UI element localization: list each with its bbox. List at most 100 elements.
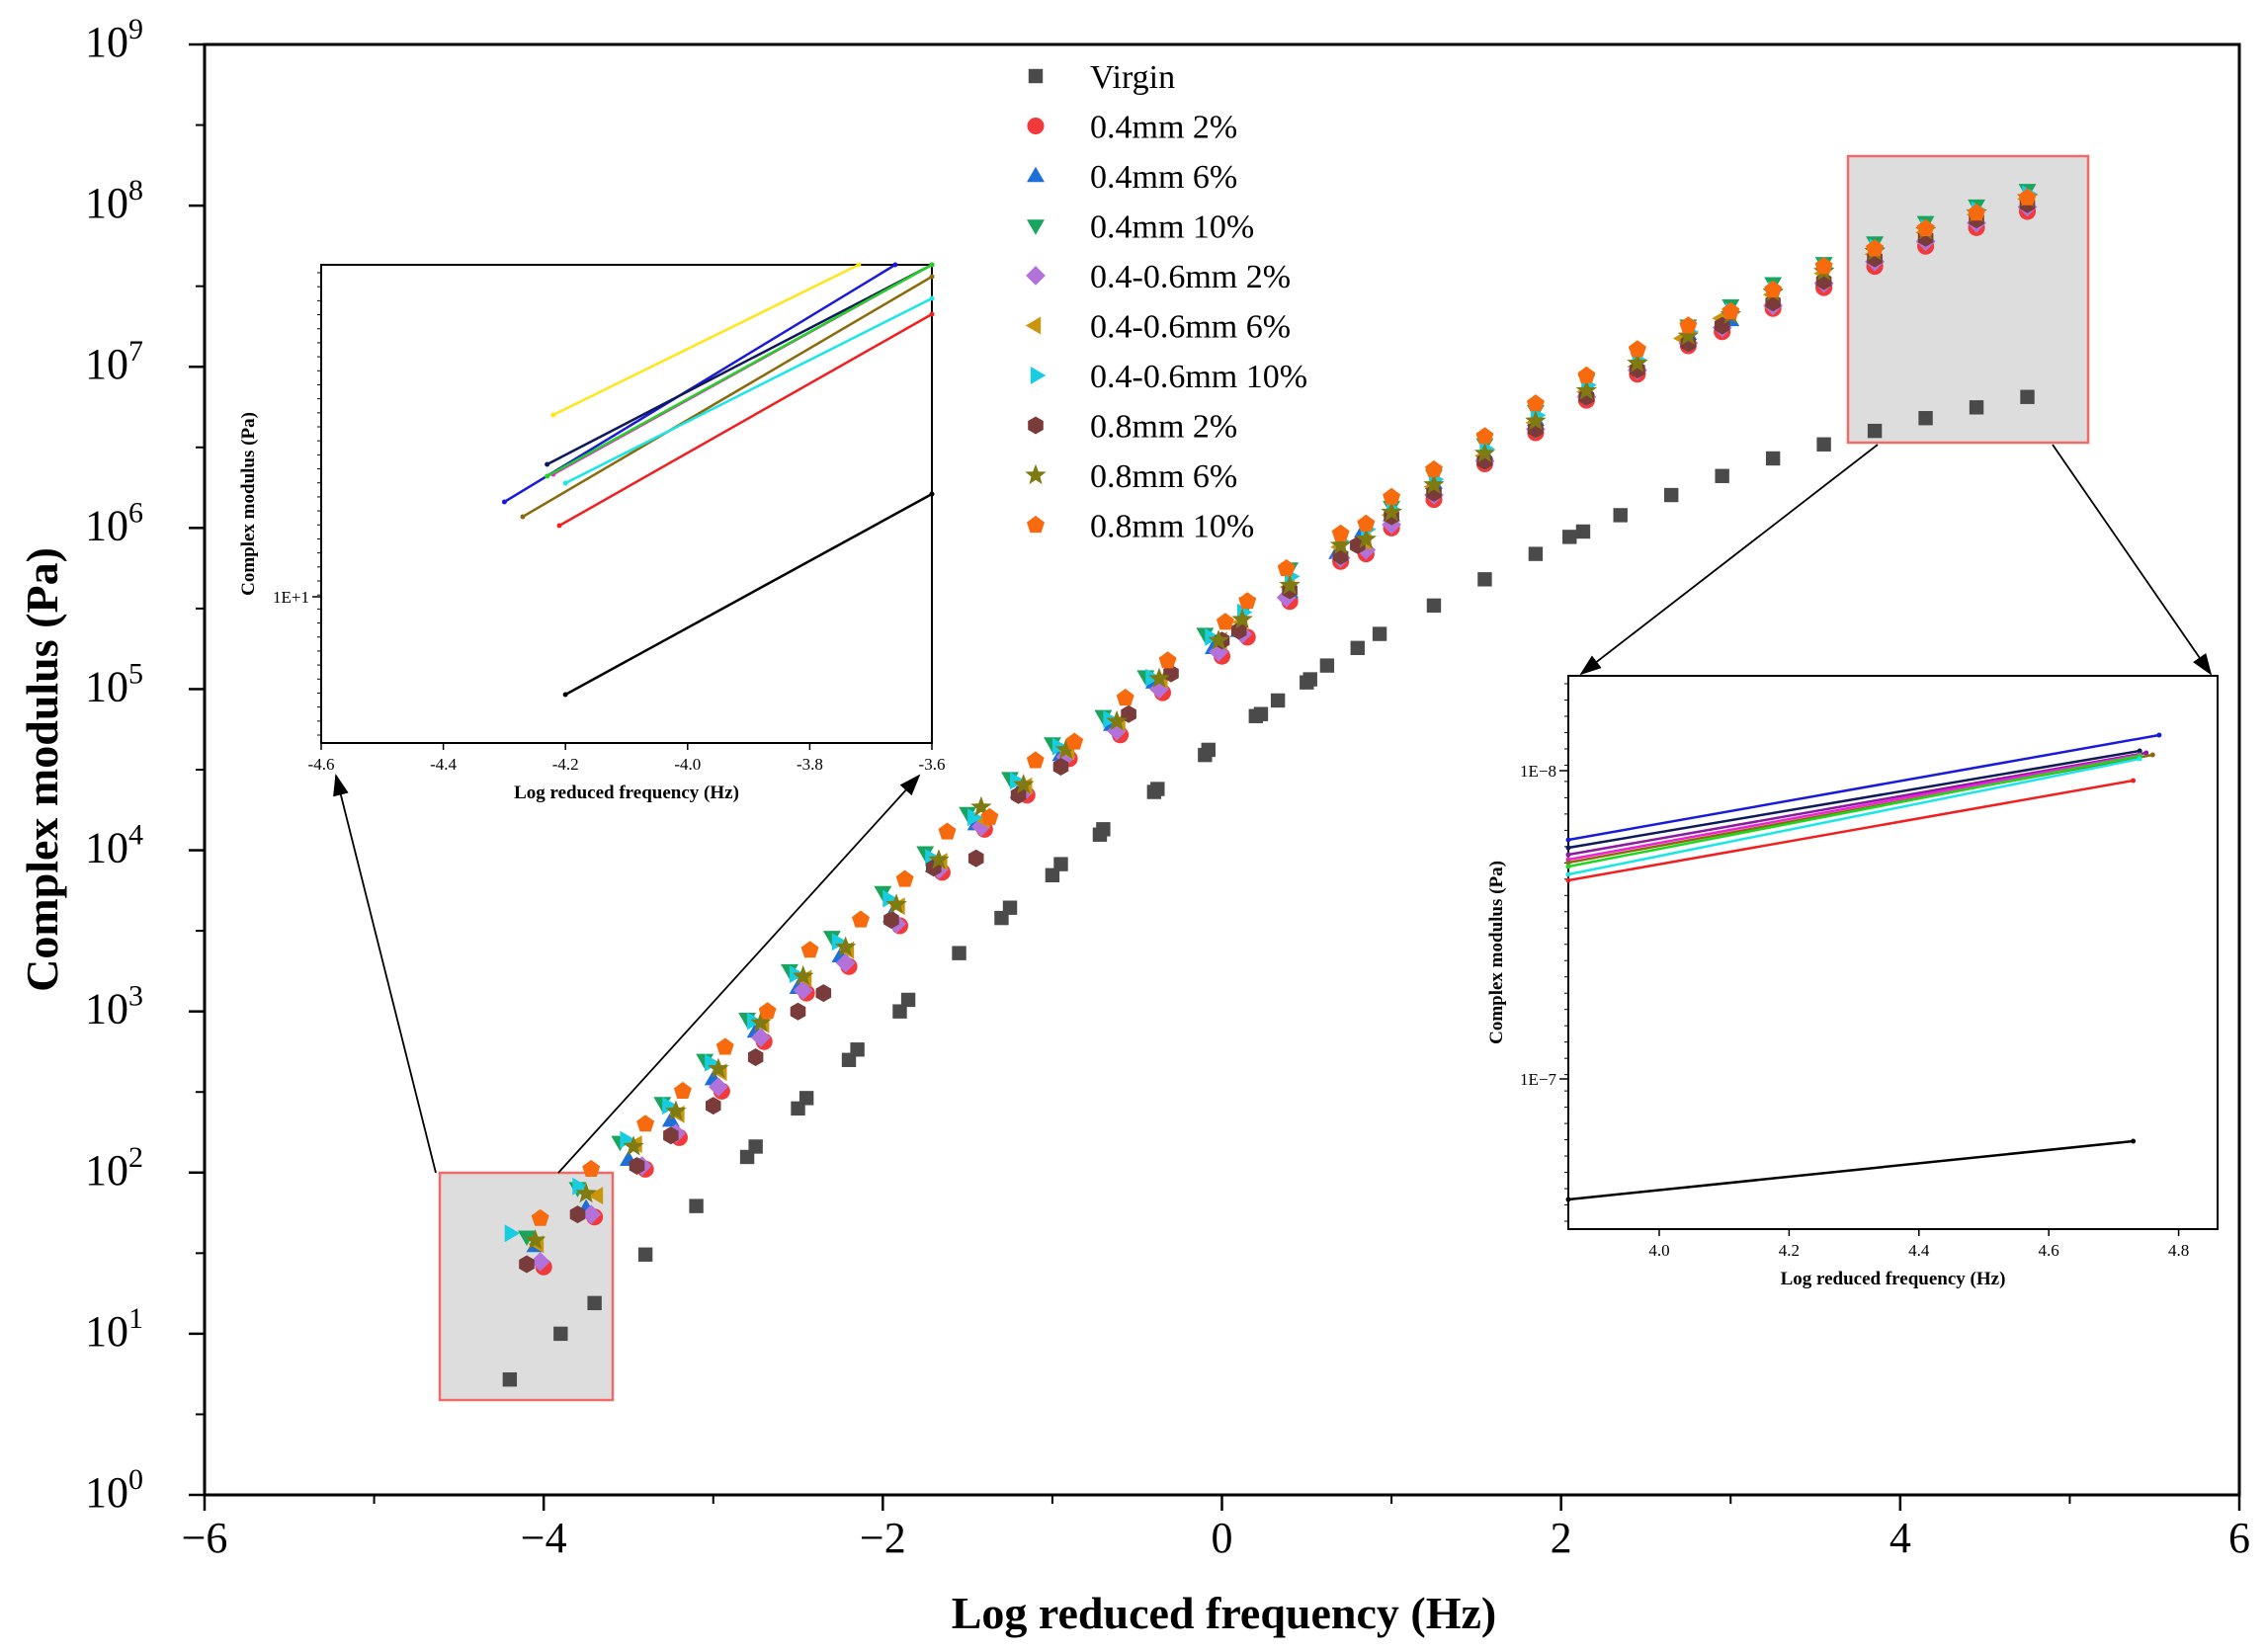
data-point (1969, 400, 1984, 415)
data-point (1528, 546, 1544, 561)
data-point (831, 933, 848, 951)
data-point (800, 941, 819, 958)
data-point (582, 1159, 601, 1177)
y-tick-label: 102 (85, 1141, 143, 1195)
data-point (758, 1002, 777, 1020)
inset-x-tick-label: 4.8 (2168, 1241, 2189, 1260)
legend-marker (1027, 219, 1045, 235)
data-point (1150, 782, 1165, 796)
legend-label: 0.4-0.6mm 6% (1090, 309, 1291, 346)
y-tick-label: 106 (85, 496, 143, 549)
data-point (587, 1295, 602, 1311)
data-point (575, 1182, 597, 1203)
data-point (519, 1255, 535, 1274)
y-tick-label: 100 (85, 1463, 143, 1517)
y-tick-label: 105 (85, 657, 143, 710)
inset-high-frequency: 4.0 4.2 4.4 4.6 4.8 Log reduced frequency (Hz… (1486, 675, 2219, 1289)
data-point (790, 1002, 806, 1021)
inset-line-point (520, 514, 526, 520)
zoom-arrows (333, 444, 2213, 1174)
data-point (1350, 536, 1366, 554)
data-point (1096, 822, 1111, 837)
x-tick-label: 0 (1212, 1514, 1233, 1562)
inset-line-point (2143, 750, 2149, 756)
inset-x-tick-label: -4.4 (430, 755, 457, 774)
data-point (1279, 574, 1301, 595)
data-point (1721, 301, 1740, 319)
inset-line-point (545, 473, 550, 479)
data-point (569, 1205, 586, 1224)
y-tick-label: 108 (85, 174, 143, 227)
data-point (1163, 664, 1179, 683)
data-point (815, 984, 832, 1003)
inset-x-title: Log reduced frequency (Hz) (514, 783, 739, 803)
data-point (1055, 747, 1076, 767)
data-point (1577, 366, 1596, 383)
data-point (1209, 642, 1228, 662)
data-point (1525, 410, 1547, 431)
data-point (748, 1139, 763, 1154)
data-point (1916, 218, 1935, 236)
data-point (747, 1048, 764, 1066)
inset-line-point (929, 491, 935, 497)
data-point (793, 964, 814, 986)
legend-marker (1027, 516, 1045, 534)
data-point (1253, 706, 1269, 721)
data-point (1355, 528, 1377, 548)
zoom-arrow (557, 774, 921, 1174)
data-point (1329, 534, 1352, 554)
legend-item: 0.8mm 6% (1025, 458, 1237, 495)
legend-item: 0.8mm 10% (1027, 509, 1254, 545)
legend-label: 0.4-0.6mm 2% (1090, 259, 1291, 295)
zoom-arrow (2052, 444, 2213, 676)
data-point (834, 936, 857, 956)
data-point (1866, 239, 1885, 257)
inset-x-tick-label: -3.8 (797, 755, 823, 774)
data-point (1277, 559, 1296, 577)
data-point (1231, 608, 1253, 629)
data-point (530, 1252, 550, 1272)
zoom-arrow (1579, 444, 1879, 676)
data-point (1677, 324, 1700, 346)
data-point (629, 1157, 645, 1175)
inset-line-point (1565, 852, 1571, 858)
inset-x-tick-label: 4.4 (1908, 1241, 1930, 1260)
data-point (1814, 257, 1833, 275)
inset-fit-line (1567, 1139, 2134, 1201)
inset-line-point (929, 274, 935, 280)
data-point (502, 1372, 518, 1387)
data-point (1562, 530, 1577, 544)
inset-fit-line (1567, 751, 2146, 857)
data-point (1054, 738, 1077, 759)
data-point (636, 1115, 655, 1132)
data-point (1475, 427, 1494, 445)
data-point (750, 1011, 772, 1032)
data-point (1679, 316, 1698, 334)
inset-line-point (1565, 845, 1571, 851)
inset-line-point (556, 523, 562, 529)
inset-line-point (892, 262, 898, 268)
legend-item: 0.8mm 2% (1028, 409, 1237, 446)
inset-frame (320, 264, 933, 744)
inset-y-tick-label: 1E−8 (1520, 762, 1556, 781)
inset-y-tick-label: 1E−7 (1520, 1070, 1556, 1089)
data-point (1383, 487, 1401, 505)
x-tick-label: −2 (860, 1514, 906, 1562)
data-point (2018, 188, 2037, 206)
data-point (1052, 758, 1069, 776)
data-point (1372, 626, 1387, 641)
inset-fit-line (564, 492, 933, 697)
data-point (689, 1198, 704, 1213)
inset-line-point (562, 692, 568, 698)
y-tick-label: 107 (85, 335, 143, 388)
data-point (1201, 742, 1216, 758)
data-point (750, 1028, 771, 1047)
data-point (892, 1004, 907, 1019)
data-point (705, 1053, 720, 1072)
data-point (1216, 613, 1234, 630)
data-point (850, 1042, 865, 1057)
main-axes: −6 −4 −2 0 2 4 6 100 101 102 103 104 105 106 107 108 109… (17, 13, 2250, 1638)
x-axis-title: Log reduced frequency (Hz) (952, 1588, 1497, 1638)
data-point (665, 1100, 687, 1120)
